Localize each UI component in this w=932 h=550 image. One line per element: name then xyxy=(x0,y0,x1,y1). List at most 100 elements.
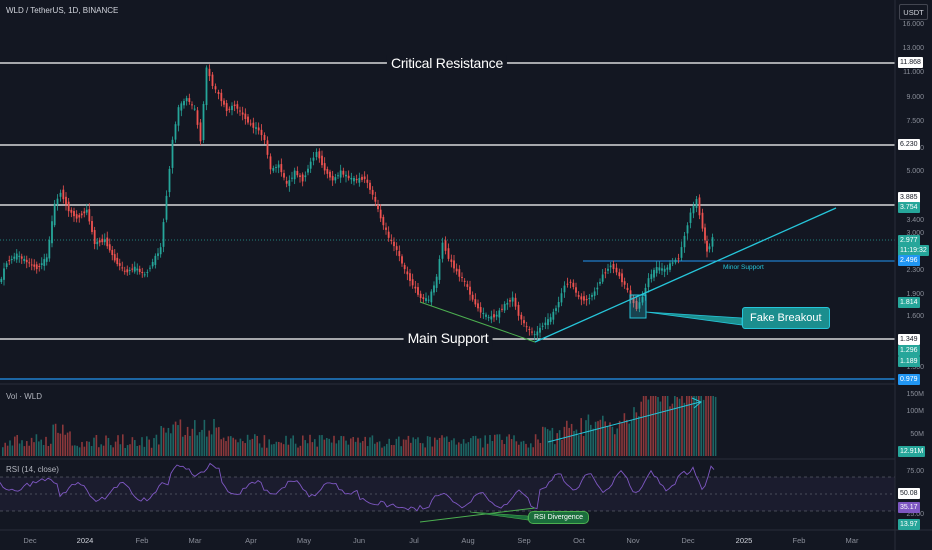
volume-bar xyxy=(587,414,590,456)
candle-body xyxy=(183,101,185,106)
candle-body xyxy=(569,281,572,283)
volume-bar xyxy=(4,442,6,456)
volume-bar xyxy=(712,396,714,456)
volume-bar xyxy=(450,440,453,456)
candle-body xyxy=(220,92,223,102)
rsi-pane-label[interactable]: RSI (14, close) xyxy=(6,465,59,474)
candle-body xyxy=(701,212,704,229)
price-axis-tick: 3.400 xyxy=(906,217,924,224)
volume-bar xyxy=(633,407,635,456)
candle-body xyxy=(35,264,38,270)
candle-body xyxy=(131,268,134,270)
volume-bar xyxy=(518,444,520,456)
candle-body xyxy=(588,297,591,299)
candle-body xyxy=(62,189,65,200)
candle-body xyxy=(669,263,671,270)
volume-bar xyxy=(570,423,573,456)
candle-body xyxy=(593,291,596,296)
volume-bar xyxy=(318,435,321,456)
candle-body xyxy=(53,203,56,226)
rsi-divergence-line xyxy=(419,507,536,523)
volume-bar xyxy=(407,435,410,456)
candle-body xyxy=(626,287,629,291)
volume-bar xyxy=(395,438,398,456)
candle-body xyxy=(520,314,523,320)
candle-body xyxy=(385,227,387,230)
symbol-title[interactable]: WLD / TetherUS, 1D, BINANCE xyxy=(6,6,119,15)
candle-body xyxy=(695,199,698,208)
volume-bar xyxy=(201,429,203,456)
volume-bar xyxy=(26,441,28,456)
candle-body xyxy=(623,281,626,285)
candle-body xyxy=(85,209,88,213)
volume-bar xyxy=(28,445,30,456)
candle-body xyxy=(511,297,514,302)
candle-body xyxy=(390,240,393,242)
volume-bar xyxy=(515,441,518,456)
volume-bar xyxy=(702,399,705,456)
volume-axis-tick: 50M xyxy=(910,431,924,438)
candle-body xyxy=(493,314,495,318)
candle-body xyxy=(188,98,191,102)
candle-body xyxy=(487,317,490,319)
volume-bar xyxy=(21,440,23,456)
candle-body xyxy=(471,294,474,300)
candle-body xyxy=(689,212,692,223)
fake-breakout-callout: Fake Breakout xyxy=(742,307,830,329)
volume-bar xyxy=(448,441,450,456)
volume-pane-label[interactable]: Vol · WLD xyxy=(6,392,43,401)
volume-bar xyxy=(398,436,400,456)
candle-body xyxy=(674,259,677,263)
candle-body xyxy=(323,163,326,171)
volume-bar xyxy=(693,396,695,456)
rsi-axis-tick: 25.00 xyxy=(906,511,924,518)
volume-bar xyxy=(50,443,52,456)
rsi-ma-tag: 35.17 xyxy=(898,502,920,513)
candle-body xyxy=(304,175,307,178)
candle-body xyxy=(45,257,48,262)
volume-bar xyxy=(566,420,568,456)
time-axis-label: 2025 xyxy=(735,536,753,545)
volume-bar xyxy=(597,421,599,456)
volume-bar xyxy=(69,431,71,456)
candle-body xyxy=(686,225,689,234)
volume-bar xyxy=(563,426,566,456)
volume-bar xyxy=(686,396,688,456)
candle-body xyxy=(347,175,350,179)
volume-bar xyxy=(551,427,554,456)
volume-bar xyxy=(657,397,659,456)
fake-breakout-box xyxy=(629,294,647,319)
volume-bar xyxy=(364,436,366,456)
volume-bar xyxy=(714,396,717,456)
volume-bar xyxy=(647,399,650,456)
volume-bar xyxy=(369,437,371,456)
candle-body xyxy=(65,196,67,205)
volume-bar xyxy=(537,439,539,456)
volume-bar xyxy=(522,440,525,456)
candle-body xyxy=(3,268,5,280)
volume-bar xyxy=(98,447,100,456)
volume-bar xyxy=(258,443,261,456)
candle-body xyxy=(318,151,321,159)
volume-bar xyxy=(458,442,460,456)
volume-bar xyxy=(23,446,26,456)
volume-bar xyxy=(503,444,506,456)
candle-body xyxy=(419,293,422,298)
volume-bar xyxy=(119,444,122,456)
currency-button[interactable]: USDT xyxy=(899,4,928,20)
candle-body xyxy=(299,175,301,177)
volume-bar xyxy=(630,419,633,456)
volume-bar xyxy=(378,441,381,456)
time-axis-label: Jul xyxy=(409,536,419,545)
candle-body xyxy=(650,274,653,280)
candle-body xyxy=(441,242,444,259)
price-axis-tick: 1.900 xyxy=(906,291,924,298)
candle-body xyxy=(495,314,498,317)
volume-bar xyxy=(431,446,434,456)
candle-body xyxy=(572,282,575,287)
volume-bar xyxy=(354,441,357,456)
volume-bar xyxy=(417,437,419,456)
volume-bar xyxy=(33,442,35,456)
candle-body xyxy=(632,297,635,304)
